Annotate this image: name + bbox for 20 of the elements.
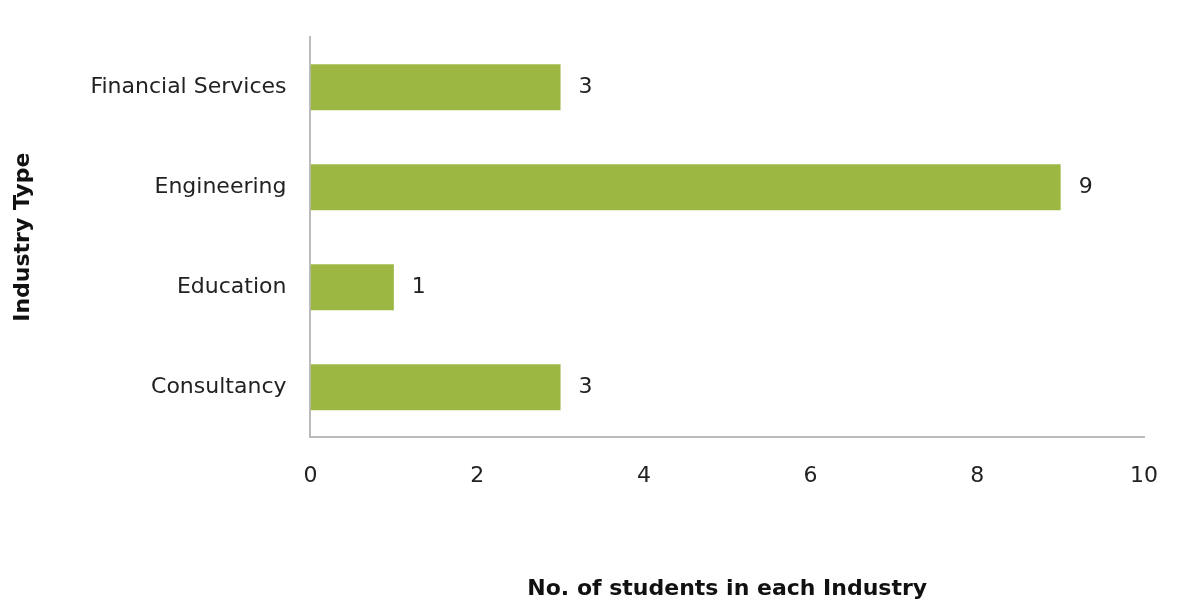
y-tick-label: Education xyxy=(176,272,287,298)
bar xyxy=(310,364,561,411)
x-tick-label: 6 xyxy=(803,462,818,488)
data-label: 9 xyxy=(1078,172,1093,198)
y-tick-label: Financial Services xyxy=(90,72,287,98)
bar xyxy=(310,64,561,111)
bar xyxy=(310,264,394,311)
x-tick-label: 0 xyxy=(303,462,318,488)
x-tick-label: 8 xyxy=(970,462,985,488)
y-axis-title: Industry Type xyxy=(8,152,34,322)
x-tick-label: 4 xyxy=(636,462,651,488)
y-tick-label: Consultancy xyxy=(151,372,287,398)
x-axis-title: No. of students in each Industry xyxy=(527,574,928,600)
x-tick-label: 2 xyxy=(470,462,485,488)
bar xyxy=(310,164,1061,211)
data-label: 3 xyxy=(578,372,593,398)
data-label: 3 xyxy=(578,72,593,98)
y-tick-label: Engineering xyxy=(154,172,287,198)
x-tick-label: 10 xyxy=(1130,462,1158,488)
data-label: 1 xyxy=(411,272,426,298)
